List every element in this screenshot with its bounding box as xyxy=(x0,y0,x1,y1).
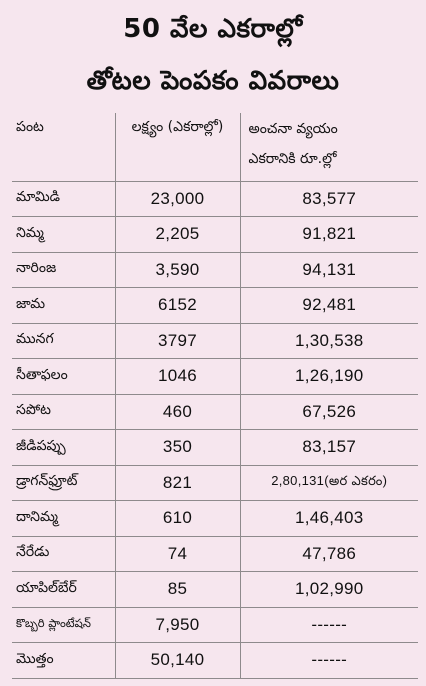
title-line-2: తోటల పెంపకం వివరాలు xyxy=(86,66,340,96)
estimated-cost: 83,577 xyxy=(239,181,418,217)
table-row: సపోట 460 67,526 xyxy=(12,394,418,430)
table-row: నారింజ 3,590 94,131 xyxy=(12,252,418,288)
table-row: యాపిల్‌బేర్ 85 1,02,990 xyxy=(12,571,418,608)
crop-name: మామిడి xyxy=(12,181,115,217)
crop-name: నేరేడు xyxy=(12,536,115,572)
estimated-cost: 94,131 xyxy=(239,252,418,288)
target-acres: 3,590 xyxy=(114,252,240,288)
table-row: దానిమ్మ 610 1,46,403 xyxy=(12,500,418,537)
crop-name: మునగ xyxy=(12,323,115,359)
target-acres: 74 xyxy=(114,536,240,572)
estimated-cost: 92,481 xyxy=(239,287,418,324)
crop-name: జామ xyxy=(12,287,115,324)
estimated-cost: 1,30,538 xyxy=(239,323,418,359)
crop-name: యాపిల్‌బేర్ xyxy=(12,571,115,608)
crop-name: సపోట xyxy=(12,394,115,430)
estimated-cost: 47,786 xyxy=(239,536,418,572)
target-acres: 821 xyxy=(114,465,240,501)
estimated-cost: 67,526 xyxy=(239,394,418,430)
table-row: డ్రాగన్‌ఫ్రూట్ 821 2,80,131(అర ఎకరం) xyxy=(12,465,418,501)
crop-name: సీతాఫలం xyxy=(12,358,115,395)
estimated-cost: 83,157 xyxy=(239,429,418,466)
total-label: మొత్తం xyxy=(12,642,115,679)
table-row: మామిడి 23,000 83,577 xyxy=(12,181,418,217)
crop-name: కొబ్బరి ప్లాంటేషన్ xyxy=(12,607,115,643)
title-line-1: 50 వేల ఎకరాల్లో xyxy=(123,14,303,44)
target-acres: 6152 xyxy=(114,287,240,324)
target-acres: 1046 xyxy=(114,358,240,395)
estimated-cost: 91,821 xyxy=(239,216,418,253)
table-row: జామ 6152 92,481 xyxy=(12,287,418,324)
table-row: నేరేడు 74 47,786 xyxy=(12,536,418,572)
table-row: కొబ్బరి ప్లాంటేషన్ 7,950 ------ xyxy=(12,607,418,643)
target-acres: 610 xyxy=(114,500,240,537)
header-cost-line-2: ఎకరానికి రూ.ల్లో xyxy=(248,151,337,167)
estimated-cost: 1,46,403 xyxy=(239,500,418,537)
target-acres: 3797 xyxy=(114,323,240,359)
table-row: సీతాఫలం 1046 1,26,190 xyxy=(12,358,418,395)
crop-name: జీడిపప్పు xyxy=(12,429,115,466)
crop-name: దానిమ్మ xyxy=(12,500,115,537)
estimated-cost: ------ xyxy=(239,607,418,643)
target-acres: 23,000 xyxy=(114,181,240,217)
header-cost: అంచనా వ్యయం ఎకరానికి రూ.ల్లో xyxy=(239,113,418,182)
crop-name: నిమ్మ xyxy=(12,216,115,253)
table-row: మునగ 3797 1,30,538 xyxy=(12,323,418,359)
plantation-table: పంట లక్ష్యం (ఎకరాల్లో) అంచనా వ్యయం ఎకరాన… xyxy=(12,113,418,679)
table-row: జీడిపప్పు 350 83,157 xyxy=(12,429,418,466)
target-acres: 350 xyxy=(114,429,240,466)
crop-name: నారింజ xyxy=(12,252,115,288)
target-acres: 2,205 xyxy=(114,216,240,253)
estimated-cost: 2,80,131(అర ఎకరం) xyxy=(239,465,418,501)
header-cost-line-1: అంచనా వ్యయం xyxy=(248,121,338,137)
crop-name: డ్రాగన్‌ఫ్రూట్ xyxy=(12,465,115,501)
target-acres: 460 xyxy=(114,394,240,430)
table-row: నిమ్మ 2,205 91,821 xyxy=(12,216,418,253)
target-acres: 85 xyxy=(114,571,240,608)
total-target-acres: 50,140 xyxy=(114,642,240,679)
target-acres: 7,950 xyxy=(114,607,240,643)
total-estimated-cost: ------ xyxy=(239,642,418,679)
table-header-row: పంట లక్ష్యం (ఎకరాల్లో) అంచనా వ్యయం ఎకరాన… xyxy=(12,113,418,182)
estimated-cost: 1,26,190 xyxy=(239,358,418,395)
estimated-cost: 1,02,990 xyxy=(239,571,418,608)
header-target: లక్ష్యం (ఎకరాల్లో) xyxy=(114,113,240,182)
header-crop: పంట xyxy=(12,113,115,182)
table-total-row: మొత్తం 50,140 ------ xyxy=(12,642,418,679)
